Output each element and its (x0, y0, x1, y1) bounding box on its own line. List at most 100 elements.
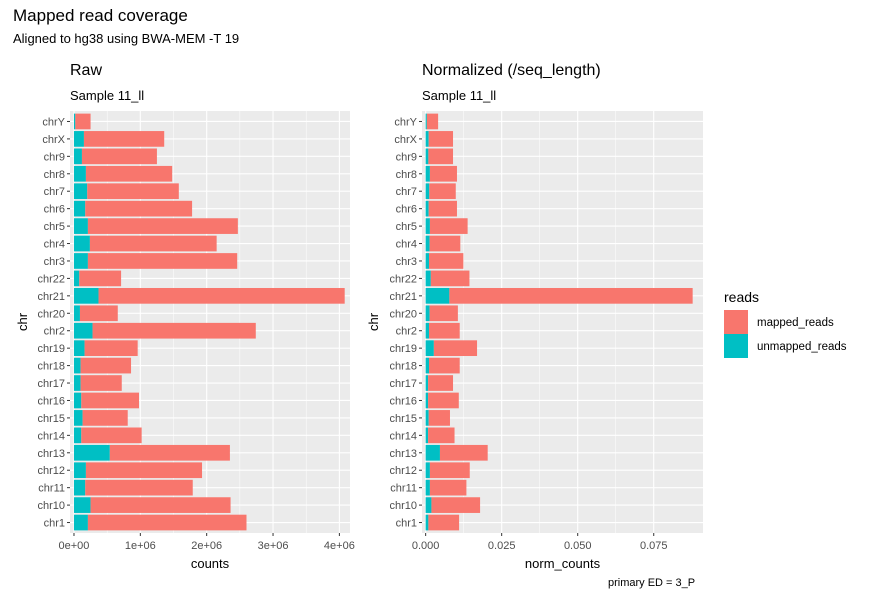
raw-y-tick-label-chr5: chr5 (44, 221, 65, 233)
raw-x-tick-label: 0e+00 (59, 540, 90, 552)
norm-bar-unmapped-chr19 (425, 340, 434, 357)
raw-bar-unmapped-chr5 (73, 218, 88, 234)
norm-y-tick-label-chr16: chr16 (389, 395, 417, 407)
norm-y-tick-label-chr21: chr21 (389, 291, 417, 303)
norm-bar-unmapped-chr3 (425, 253, 429, 269)
norm-y-tick-label-chry: chrY (394, 116, 417, 128)
raw-bar-unmapped-chr2 (73, 322, 93, 339)
norm-y-tick-label-chr3: chr3 (396, 256, 417, 268)
norm-bar-mapped-chr18 (428, 357, 460, 374)
norm-x-tick-label: 0.050 (564, 540, 592, 552)
raw-x-tick-label: 4e+06 (324, 540, 355, 552)
raw-bar-mapped-chr6 (85, 200, 193, 217)
raw-y-tick-label-chr20: chr20 (37, 308, 65, 320)
norm-bar-mapped-chr12 (429, 462, 470, 479)
norm-bar-mapped-chr22 (430, 270, 470, 287)
norm-y-tick-label-chr10: chr10 (389, 500, 417, 512)
norm-bar-unmapped-chr12 (425, 462, 430, 479)
raw-bar-mapped-chr7 (87, 183, 179, 200)
raw-bar-unmapped-chr8 (73, 165, 86, 182)
raw-y-axis-title: chr (15, 312, 30, 331)
legend-label-mapped-reads: mapped_reads (757, 317, 834, 329)
norm-y-tick-label-chrx: chrX (394, 134, 417, 146)
raw-y-tick-label-chr12: chr12 (37, 465, 65, 477)
raw-bar-unmapped-chr18 (73, 357, 81, 374)
norm-bar-mapped-chr14 (428, 427, 455, 444)
raw-bar-unmapped-chr7 (73, 183, 88, 200)
norm-bar-unmapped-chr6 (425, 200, 429, 217)
legend-label-unmapped-reads: unmapped_reads (757, 341, 847, 353)
normalized-panel-title: Normalized (/seq_length) (422, 62, 601, 79)
norm-bar-unmapped-chr22 (425, 270, 431, 287)
norm-bar-mapped-chrx (428, 131, 454, 147)
norm-bar-unmapped-chr18 (425, 357, 429, 374)
raw-y-tick-label-chr13: chr13 (37, 448, 65, 460)
raw-x-tick-label: 3e+06 (258, 540, 289, 552)
raw-bar-unmapped-chr1 (73, 514, 88, 531)
raw-bar-mapped-chr18 (80, 357, 132, 374)
norm-bar-unmapped-chr5 (425, 218, 430, 234)
raw-bar-unmapped-chr6 (73, 200, 86, 217)
raw-bar-mapped-chr15 (82, 410, 128, 426)
norm-x-axis-title: norm_counts (525, 556, 601, 571)
raw-bar-unmapped-chr14 (73, 427, 82, 444)
raw-bar-unmapped-chr3 (73, 253, 88, 269)
raw-bar-mapped-chr21 (98, 287, 345, 304)
raw-y-tick-label-chr9: chr9 (44, 151, 65, 163)
raw-bar-mapped-chr14 (81, 427, 142, 444)
norm-bar-mapped-chr15 (428, 410, 450, 426)
norm-bar-unmapped-chr17 (425, 375, 429, 391)
norm-bar-mapped-chr17 (428, 375, 454, 391)
raw-y-tick-label-chr8: chr8 (44, 169, 65, 181)
norm-bar-unmapped-chr7 (425, 183, 430, 200)
legend: reads mapped_reads unmapped_reads (724, 289, 847, 358)
norm-bar-unmapped-chr13 (425, 444, 440, 461)
raw-bar-unmapped-chr15 (73, 410, 83, 426)
raw-bar-mapped-chr16 (81, 392, 140, 409)
raw-x-tick-label: 2e+06 (191, 540, 222, 552)
raw-bar-mapped-chry (75, 113, 91, 130)
raw-y-tick-label-chry: chrY (42, 116, 65, 128)
raw-y-tick-label-chr15: chr15 (37, 413, 65, 425)
norm-y-tick-label-chr18: chr18 (389, 361, 417, 373)
norm-bar-mapped-chr19 (433, 340, 478, 357)
raw-bar-unmapped-chr19 (73, 340, 85, 357)
raw-bar-mapped-chr1 (87, 514, 247, 531)
norm-bar-unmapped-chr21 (425, 287, 450, 304)
norm-y-tick-label-chr6: chr6 (396, 204, 417, 216)
raw-bar-unmapped-chr17 (73, 375, 81, 391)
raw-bar-mapped-chr19 (84, 340, 138, 357)
norm-y-tick-label-chr2: chr2 (396, 326, 417, 338)
raw-bar-unmapped-chr4 (73, 235, 90, 252)
raw-bar-unmapped-chr10 (73, 497, 91, 513)
norm-y-tick-label-chr12: chr12 (389, 465, 417, 477)
norm-y-tick-label-chr17: chr17 (389, 378, 417, 390)
raw-bar-unmapped-chr22 (73, 270, 80, 287)
raw-y-tick-label-chr18: chr18 (37, 361, 65, 373)
raw-bar-mapped-chr11 (85, 479, 193, 496)
raw-y-tick-label-chr14: chr14 (37, 430, 65, 442)
raw-y-tick-label-chr1: chr1 (44, 518, 65, 530)
norm-bar-mapped-chr20 (429, 305, 458, 322)
raw-y-tick-label-chr22: chr22 (37, 273, 65, 285)
legend-key-mapped-reads (724, 310, 748, 334)
norm-bar-mapped-chr16 (428, 392, 459, 409)
raw-bar-mapped-chr17 (80, 375, 122, 391)
raw-y-tick-label-chr2: chr2 (44, 326, 65, 338)
raw-x-tick-label: 1e+06 (125, 540, 156, 552)
norm-bar-mapped-chr13 (439, 444, 488, 461)
raw-y-tick-label-chr6: chr6 (44, 204, 65, 216)
raw-y-tick-label-chr7: chr7 (44, 186, 65, 198)
raw-bar-unmapped-chr20 (73, 305, 80, 322)
raw-panel-title: Raw (70, 62, 103, 79)
norm-bar-mapped-chr8 (429, 165, 457, 182)
norm-x-tick-label: 0.025 (488, 540, 516, 552)
raw-y-tick-label-chr21: chr21 (37, 291, 65, 303)
norm-bar-mapped-chr9 (428, 148, 454, 165)
raw-bar-mapped-chr8 (85, 165, 173, 182)
norm-bar-mapped-chr1 (428, 514, 460, 531)
norm-bar-unmapped-chr16 (425, 392, 429, 409)
raw-y-tick-label-chr19: chr19 (37, 343, 65, 355)
norm-y-tick-label-chr7: chr7 (396, 186, 417, 198)
norm-bar-unmapped-chr11 (425, 479, 430, 496)
